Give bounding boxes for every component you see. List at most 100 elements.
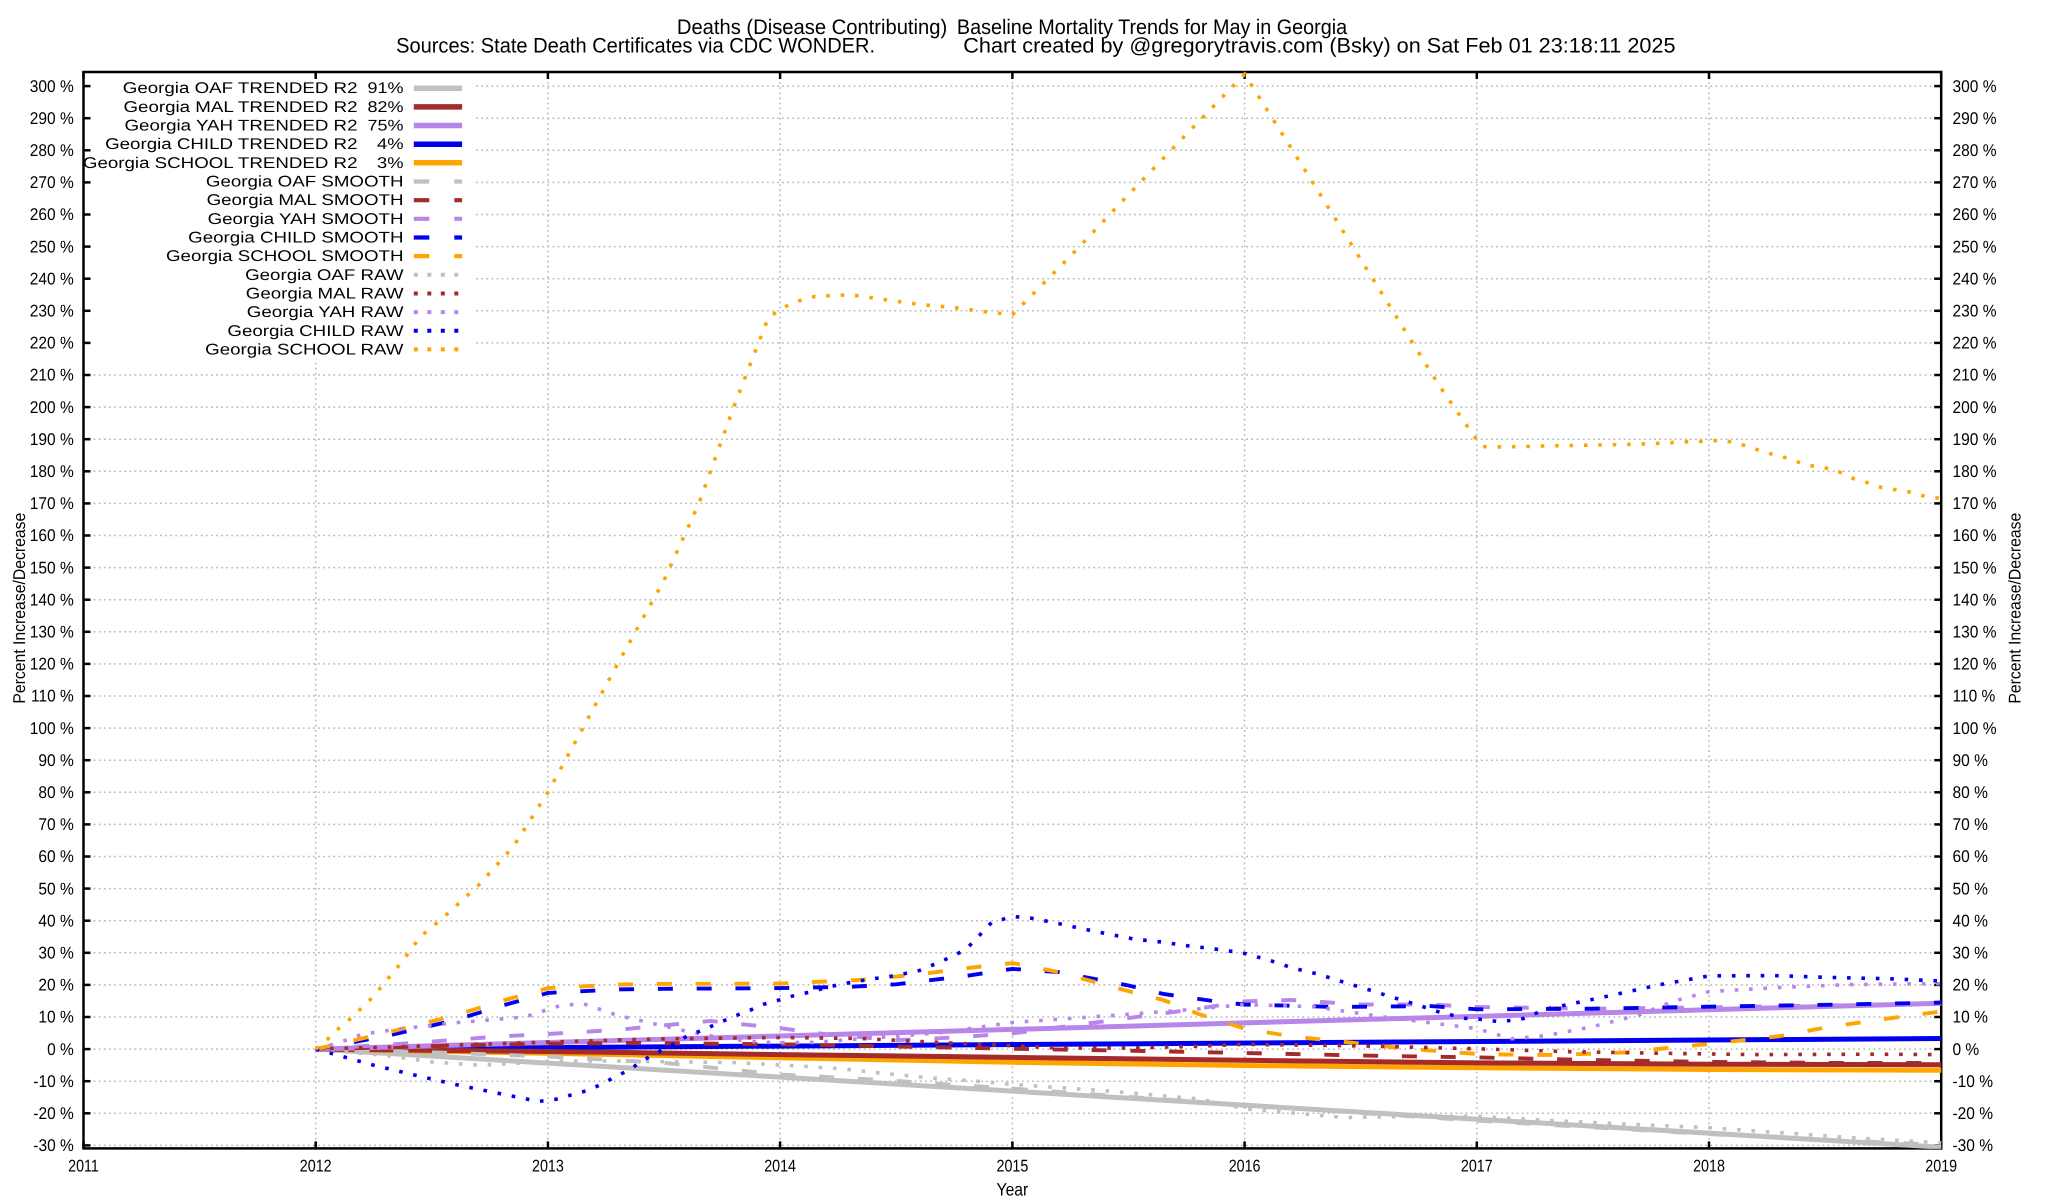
svg-text:200 %: 200 % — [30, 398, 74, 417]
svg-text:120 %: 120 % — [1953, 655, 1997, 674]
svg-text:-10 %: -10 % — [1953, 1072, 1994, 1091]
svg-text:90 %: 90 % — [1953, 751, 1988, 770]
svg-text:180 %: 180 % — [30, 462, 74, 481]
svg-text:260 %: 260 % — [1953, 205, 1997, 224]
svg-text:140 %: 140 % — [30, 590, 74, 609]
svg-text:Chart created by @gregorytravi: Chart created by @gregorytravis.com (Bsk… — [963, 34, 1675, 57]
svg-text:-10 %: -10 % — [33, 1072, 74, 1091]
svg-text:190 %: 190 % — [30, 430, 74, 449]
svg-text:230 %: 230 % — [1953, 302, 1997, 321]
svg-text:280 %: 280 % — [30, 141, 74, 160]
svg-text:50 %: 50 % — [1953, 879, 1988, 898]
svg-text:2018: 2018 — [1693, 1156, 1725, 1175]
svg-text:150 %: 150 % — [1953, 558, 1997, 577]
svg-text:290 %: 290 % — [30, 109, 74, 128]
svg-text:Georgia SCHOOL SMOOTH: Georgia SCHOOL SMOOTH — [166, 248, 404, 265]
svg-text:200 %: 200 % — [1953, 398, 1997, 417]
svg-text:Percent Increase/Decrease: Percent Increase/Decrease — [10, 513, 29, 704]
svg-text:-20 %: -20 % — [1953, 1104, 1994, 1123]
svg-text:-30 %: -30 % — [33, 1136, 74, 1155]
svg-text:Georgia MAL TRENDED R2: Georgia MAL TRENDED R2 — [124, 99, 358, 116]
svg-text:2012: 2012 — [300, 1156, 332, 1175]
svg-text:-20 %: -20 % — [33, 1104, 74, 1123]
svg-text:0 %: 0 % — [1953, 1040, 1980, 1059]
svg-text:210 %: 210 % — [1953, 366, 1997, 385]
svg-text:80 %: 80 % — [38, 783, 73, 802]
svg-text:130 %: 130 % — [1953, 623, 1997, 642]
svg-text:-30 %: -30 % — [1953, 1136, 1994, 1155]
svg-text:Georgia CHILD RAW: Georgia CHILD RAW — [227, 323, 404, 340]
svg-text:220 %: 220 % — [30, 334, 74, 353]
svg-text:110 %: 110 % — [31, 687, 74, 706]
svg-text:250 %: 250 % — [1953, 237, 1997, 256]
svg-text:210 %: 210 % — [30, 366, 74, 385]
svg-text:3%: 3% — [377, 155, 404, 172]
svg-text:140 %: 140 % — [1953, 590, 1997, 609]
svg-text:260 %: 260 % — [30, 205, 74, 224]
svg-text:2016: 2016 — [1229, 1156, 1261, 1175]
svg-text:100 %: 100 % — [30, 719, 74, 738]
svg-text:110 %: 110 % — [1953, 687, 1996, 706]
svg-text:Georgia OAF TRENDED R2: Georgia OAF TRENDED R2 — [123, 80, 358, 97]
svg-text:Georgia MAL RAW: Georgia MAL RAW — [246, 286, 404, 303]
svg-text:270 %: 270 % — [30, 173, 74, 192]
svg-text:180 %: 180 % — [1953, 462, 1997, 481]
svg-text:Sources: State Death Certifica: Sources: State Death Certificates via CD… — [396, 34, 875, 57]
svg-text:230 %: 230 % — [30, 302, 74, 321]
svg-text:100 %: 100 % — [1953, 719, 1997, 738]
svg-text:70 %: 70 % — [1953, 815, 1988, 834]
svg-text:130 %: 130 % — [30, 623, 74, 642]
svg-text:Georgia OAF RAW: Georgia OAF RAW — [245, 267, 404, 284]
svg-text:Georgia YAH RAW: Georgia YAH RAW — [247, 304, 404, 321]
svg-text:10 %: 10 % — [1953, 1008, 1988, 1027]
svg-text:75%: 75% — [368, 118, 404, 135]
svg-text:40 %: 40 % — [38, 911, 73, 930]
svg-text:20 %: 20 % — [1953, 976, 1988, 995]
svg-text:Georgia MAL SMOOTH: Georgia MAL SMOOTH — [207, 192, 404, 209]
svg-text:170 %: 170 % — [30, 494, 74, 513]
svg-text:20 %: 20 % — [38, 976, 73, 995]
svg-text:300 %: 300 % — [30, 77, 74, 96]
svg-text:250 %: 250 % — [30, 237, 74, 256]
svg-text:60 %: 60 % — [1953, 847, 1988, 866]
svg-text:2019: 2019 — [1925, 1156, 1957, 1175]
svg-text:150 %: 150 % — [30, 558, 74, 577]
svg-text:70 %: 70 % — [38, 815, 73, 834]
svg-text:Deaths (Disease Contributing): Deaths (Disease Contributing) — [677, 16, 947, 39]
svg-text:2011: 2011 — [68, 1156, 99, 1175]
svg-text:2015: 2015 — [997, 1156, 1029, 1175]
svg-text:Georgia SCHOOL TRENDED R2: Georgia SCHOOL TRENDED R2 — [83, 155, 358, 172]
svg-text:120 %: 120 % — [30, 655, 74, 674]
svg-text:90 %: 90 % — [38, 751, 73, 770]
svg-text:Baseline Mortality Trends for: Baseline Mortality Trends for May in Geo… — [957, 16, 1347, 39]
svg-text:30 %: 30 % — [1953, 944, 1988, 963]
svg-text:10 %: 10 % — [38, 1008, 73, 1027]
svg-text:80 %: 80 % — [1953, 783, 1988, 802]
svg-text:Georgia OAF SMOOTH: Georgia OAF SMOOTH — [206, 174, 404, 191]
svg-text:270 %: 270 % — [1953, 173, 1997, 192]
svg-text:290 %: 290 % — [1953, 109, 1997, 128]
svg-text:91%: 91% — [368, 80, 404, 97]
svg-text:Georgia YAH SMOOTH: Georgia YAH SMOOTH — [208, 211, 404, 228]
svg-text:Georgia SCHOOL RAW: Georgia SCHOOL RAW — [205, 341, 404, 358]
svg-text:Georgia YAH TRENDED R2: Georgia YAH TRENDED R2 — [125, 118, 358, 135]
svg-text:160 %: 160 % — [30, 526, 74, 545]
svg-text:30 %: 30 % — [38, 944, 73, 963]
svg-text:240 %: 240 % — [1953, 269, 1997, 288]
svg-text:40 %: 40 % — [1953, 911, 1988, 930]
svg-text:Percent Increase/Decrease: Percent Increase/Decrease — [2006, 513, 2025, 704]
svg-text:Georgia CHILD TRENDED R2: Georgia CHILD TRENDED R2 — [105, 136, 357, 153]
svg-text:Georgia CHILD SMOOTH: Georgia CHILD SMOOTH — [188, 230, 403, 247]
svg-text:82%: 82% — [368, 99, 404, 116]
svg-text:2017: 2017 — [1461, 1156, 1493, 1175]
svg-text:2013: 2013 — [532, 1156, 564, 1175]
svg-text:4%: 4% — [377, 136, 404, 153]
svg-text:Year: Year — [997, 1180, 1029, 1200]
svg-text:220 %: 220 % — [1953, 334, 1997, 353]
svg-text:300 %: 300 % — [1953, 77, 1997, 96]
svg-text:160 %: 160 % — [1953, 526, 1997, 545]
svg-text:2014: 2014 — [764, 1156, 796, 1175]
svg-text:240 %: 240 % — [30, 269, 74, 288]
svg-text:170 %: 170 % — [1953, 494, 1997, 513]
svg-text:190 %: 190 % — [1953, 430, 1997, 449]
